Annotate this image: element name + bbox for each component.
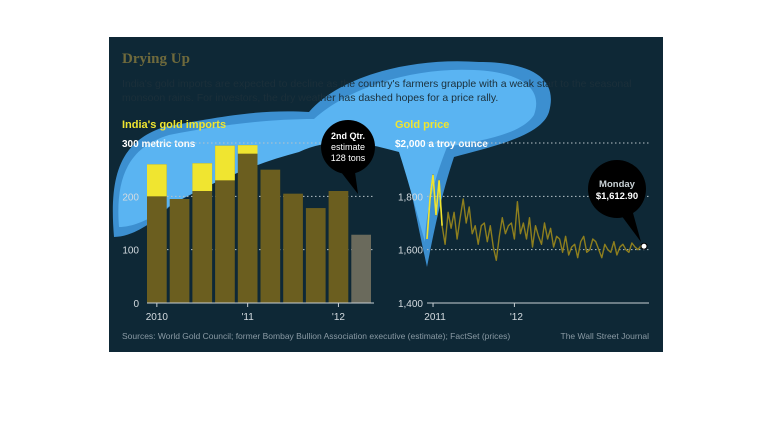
y-tick-label: 1,600 [398, 246, 423, 257]
highlight-blob [118, 69, 537, 242]
bar [305, 208, 326, 303]
annotation-text: $1,612.90 [596, 191, 638, 202]
annotation-pointer [621, 213, 641, 242]
bar [147, 164, 167, 303]
y-tick-label: 0 [133, 299, 139, 310]
annotation-text: estimate [331, 142, 365, 152]
annotation-pointer [341, 172, 358, 194]
x-tick-label: 2011 [424, 312, 446, 323]
annotation-bubble [321, 120, 375, 174]
chart-title: Drying Up [122, 51, 190, 67]
chart-subtitle: India's gold imports are expected to dec… [122, 78, 632, 104]
price-line-highlight [426, 174, 443, 240]
bar [192, 163, 213, 303]
line-chart-title: Gold price [395, 119, 449, 131]
x-tick-label: '12 [332, 312, 345, 323]
bar [215, 145, 235, 303]
annotation-text: 2nd Qtr. [331, 131, 365, 141]
x-tick-label: '11 [242, 312, 255, 323]
source-note: Sources: World Gold Council; former Bomb… [122, 331, 511, 341]
annotation-bubble [588, 160, 646, 218]
bar-chart-unit-label: 300 metric tons [122, 139, 196, 150]
bar [328, 191, 349, 303]
x-tick-label: '12 [510, 312, 523, 323]
line-chart-unit-label: $2,000 a troy ounce [395, 139, 488, 150]
price-line [426, 174, 645, 261]
highlight-blob [112, 61, 551, 267]
y-tick-label: 1,400 [398, 299, 423, 310]
annotation-text: 128 tons [331, 153, 366, 163]
y-tick-label: 200 [122, 192, 139, 203]
bar [351, 234, 371, 303]
last-price-point [640, 242, 648, 250]
chart-panel: Drying Up India's gold imports are expec… [109, 37, 663, 352]
line-chart: 1,400 1,600 1,800 2011 '12 Monday$1,612.90 [398, 142, 649, 323]
annotation-text: Monday [599, 179, 636, 190]
y-tick-label: 100 [122, 246, 139, 257]
y-tick-label: 1,800 [398, 192, 423, 203]
charts: India's gold imports 300 metric tons Gol… [122, 119, 649, 323]
bar [283, 193, 303, 303]
x-tick-label: 2010 [146, 312, 169, 323]
bar [237, 145, 258, 303]
bar-highlight [237, 145, 258, 154]
bar [260, 169, 281, 303]
bar [169, 199, 190, 303]
bar-highlight [192, 163, 213, 191]
credit-note: The Wall Street Journal [560, 331, 650, 341]
bar-chart-title: India's gold imports [122, 119, 226, 131]
bar-highlight [215, 145, 235, 181]
bar-highlight [147, 164, 167, 197]
